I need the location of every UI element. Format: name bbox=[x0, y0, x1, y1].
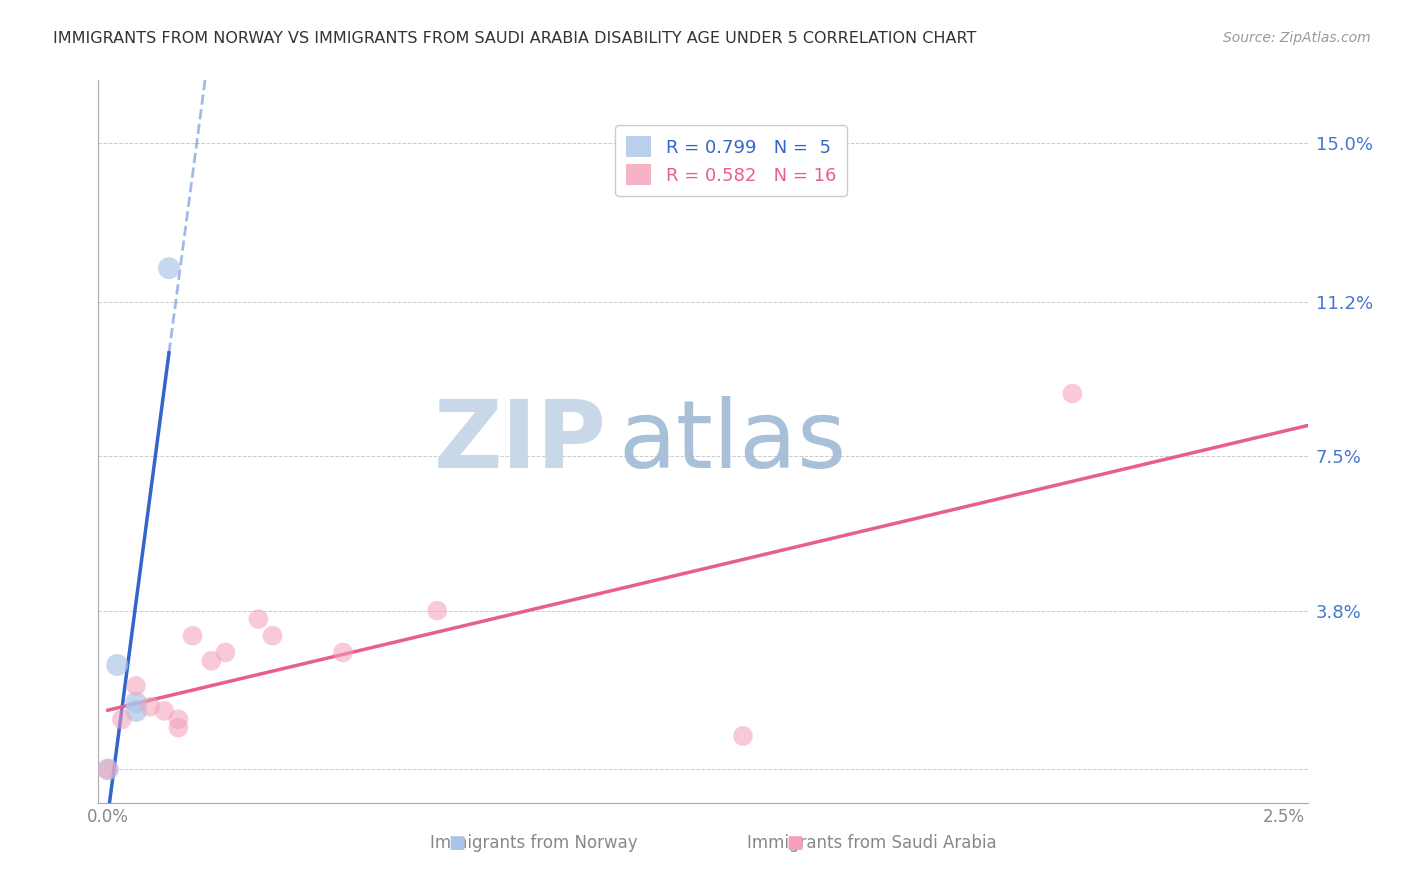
Point bbox=[426, 604, 449, 618]
Point bbox=[181, 629, 204, 643]
Text: Immigrants from Norway: Immigrants from Norway bbox=[430, 834, 638, 852]
Point bbox=[105, 657, 128, 672]
Point bbox=[332, 645, 354, 659]
Text: ■: ■ bbox=[449, 834, 465, 852]
Text: atlas: atlas bbox=[619, 395, 846, 488]
Point bbox=[200, 654, 222, 668]
Legend: R = 0.799   N =  5, R = 0.582   N = 16: R = 0.799 N = 5, R = 0.582 N = 16 bbox=[616, 126, 846, 196]
Point bbox=[167, 712, 190, 726]
Text: ZIP: ZIP bbox=[433, 395, 606, 488]
Point bbox=[731, 729, 754, 743]
Point bbox=[153, 704, 176, 718]
Text: ■: ■ bbox=[786, 834, 803, 852]
Point bbox=[125, 679, 148, 693]
Point bbox=[262, 629, 284, 643]
Point bbox=[139, 699, 162, 714]
Point bbox=[214, 645, 236, 659]
Point bbox=[111, 712, 134, 726]
Point bbox=[167, 721, 190, 735]
Point bbox=[157, 261, 180, 276]
Point bbox=[97, 763, 120, 777]
Text: Immigrants from Saudi Arabia: Immigrants from Saudi Arabia bbox=[747, 834, 997, 852]
Point bbox=[1062, 386, 1084, 401]
Point bbox=[125, 696, 148, 710]
Text: Source: ZipAtlas.com: Source: ZipAtlas.com bbox=[1223, 31, 1371, 45]
Point bbox=[247, 612, 270, 626]
Text: IMMIGRANTS FROM NORWAY VS IMMIGRANTS FROM SAUDI ARABIA DISABILITY AGE UNDER 5 CO: IMMIGRANTS FROM NORWAY VS IMMIGRANTS FRO… bbox=[53, 31, 977, 46]
Point bbox=[125, 704, 148, 718]
Point bbox=[97, 763, 120, 777]
